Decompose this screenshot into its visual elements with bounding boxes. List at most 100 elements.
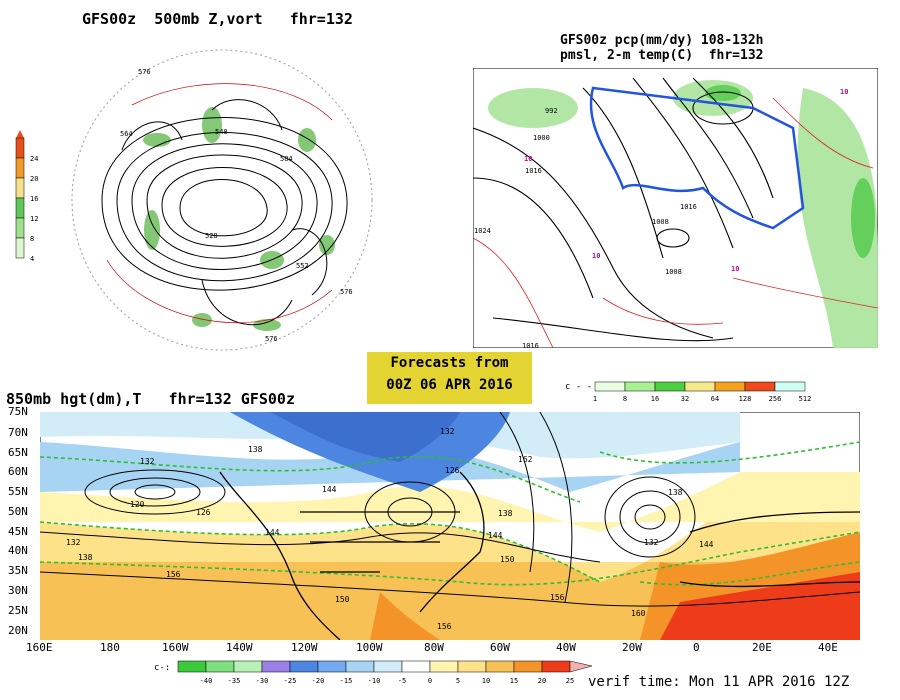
temp-label-10-d: 10 <box>731 265 740 273</box>
temp-swatch <box>345 660 375 673</box>
hgt-label-126: 126 <box>196 508 211 517</box>
cb500-swatch <box>15 197 25 219</box>
precip-swatch <box>774 381 806 392</box>
panel-precip-title-2: pmsl, 2-m temp(C) fhr=132 <box>560 48 764 63</box>
hgt-label-150-b: 150 <box>335 595 350 604</box>
temp-label: 25 <box>566 677 574 685</box>
temp-label: -30 <box>256 677 269 685</box>
label-528: 528 <box>205 232 218 240</box>
precip-pmsl-map <box>473 68 878 348</box>
hgt-label-138-a: 138 <box>248 445 263 454</box>
polar-500mb-map <box>71 49 373 351</box>
temp-label: 5 <box>456 677 460 685</box>
temp-swatch <box>541 660 571 673</box>
lon-0: 0 <box>693 641 700 654</box>
temp-label: 0 <box>428 677 432 685</box>
temp-swatch <box>401 660 431 673</box>
hgt-label-160: 160 <box>631 609 646 618</box>
precip-label: 64 <box>711 395 719 403</box>
temp-label-10-b: 10 <box>524 155 533 163</box>
cb500-label: 8 <box>30 235 34 243</box>
label-576-a: 576 <box>138 68 151 76</box>
hgt-label-138-c: 138 <box>498 509 513 518</box>
lat-70n: 70N <box>8 426 28 439</box>
pmsl-label-992: 992 <box>545 107 558 115</box>
lon-60w: 60W <box>490 641 510 654</box>
svg-text:c-:: c-: <box>154 663 170 673</box>
hgt-label-138-b: 138 <box>78 553 93 562</box>
temp-cb-arrow <box>569 660 593 673</box>
temp-swatch <box>429 660 459 673</box>
panel-500mb-colorbar: 24 20 16 12 8 4 <box>15 130 38 263</box>
pmsl-label-1008: 1008 <box>652 218 669 226</box>
temp-label: 10 <box>482 677 490 685</box>
cb500-label: 12 <box>30 215 38 223</box>
lon-40w: 40W <box>556 641 576 654</box>
temp-swatch <box>205 660 235 673</box>
label-552: 552 <box>296 262 309 270</box>
lat-20n: 20N <box>8 624 28 637</box>
precip-swatch <box>594 381 626 392</box>
precip-label: 512 <box>799 395 812 403</box>
panel-precip-title-1: GFS00z pcp(mm/dy) 108-132h <box>560 33 764 48</box>
hgt-label-144-a: 144 <box>322 485 337 494</box>
lon-20e: 20E <box>752 641 772 654</box>
hgt-label-138-d: 138 <box>668 488 683 497</box>
cb500-swatch <box>15 157 25 179</box>
lon-80w: 80W <box>424 641 444 654</box>
temp-label-10-a: 10 <box>840 88 849 96</box>
temp-swatch <box>457 660 487 673</box>
lat-30n: 30N <box>8 584 28 597</box>
temp-label: 20 <box>538 677 546 685</box>
temp-colorbar: c-: -40 -35 -30 -25 -20 -15 -10 -5 0 5 10 15 20 25 <box>154 660 593 685</box>
temp-swatch <box>317 660 347 673</box>
lon-160w: 160W <box>162 641 189 654</box>
temp-label: -10 <box>368 677 381 685</box>
lat-55n: 55N <box>8 485 28 498</box>
hgt-label-156-c: 156 <box>437 622 452 631</box>
forecast-banner: Forecasts from 00Z 06 APR 2016 <box>367 352 532 404</box>
lon-40e: 40E <box>818 641 838 654</box>
label-576-b: 576 <box>265 335 278 343</box>
hgt-label-156-a: 156 <box>166 570 181 579</box>
lon-120w: 120W <box>291 641 318 654</box>
cb500-swatch <box>15 137 25 159</box>
temp-swatch <box>233 660 263 673</box>
lon-100w: 100W <box>356 641 383 654</box>
precip-swatch <box>654 381 686 392</box>
lat-40n: 40N <box>8 544 28 557</box>
precip-label: 1 <box>593 395 597 403</box>
temp-swatch <box>485 660 515 673</box>
temp-label: -20 <box>312 677 325 685</box>
lat-35n: 35N <box>8 564 28 577</box>
precip-label: 16 <box>651 395 659 403</box>
temp-label-10-c: 10 <box>592 252 601 260</box>
hgt-label-150-a: 150 <box>500 555 515 564</box>
hgt-label-120: 120 <box>130 500 145 509</box>
hgt-label-144-c: 144 <box>488 531 503 540</box>
banner-line1: Forecasts from <box>390 355 509 371</box>
label-564-a: 564 <box>120 130 133 138</box>
temp-label: -15 <box>340 677 353 685</box>
precip-colorbar: c - - 1 8 16 32 64 128 256 512 <box>565 381 812 403</box>
pmsl-label-1024: 1024 <box>474 227 491 235</box>
pmsl-label-1000: 1000 <box>533 134 550 142</box>
cb500-label: 20 <box>30 175 38 183</box>
banner-line2: 00Z 06 APR 2016 <box>386 377 513 393</box>
precip-swatch <box>684 381 716 392</box>
precip-swatch <box>744 381 776 392</box>
temp-swatch <box>177 660 207 673</box>
lat-50n: 50N <box>8 505 28 518</box>
lat-65n: 65N <box>8 446 28 459</box>
map-850mb <box>40 412 860 640</box>
temp-swatch <box>261 660 291 673</box>
cb500-swatch <box>15 217 25 239</box>
precip-label: 32 <box>681 395 689 403</box>
verif-time: verif time: Mon 11 APR 2016 12Z <box>588 674 850 690</box>
lat-75n: 75N <box>8 405 28 418</box>
lon-140w: 140W <box>226 641 253 654</box>
panel-850mb-title: 850mb hgt(dm),T fhr=132 GFS00z <box>6 390 295 408</box>
svg-text:c - -: c - - <box>565 382 592 392</box>
temp-label: 15 <box>510 677 518 685</box>
pmsl-label-1008-b: 1008 <box>665 268 682 276</box>
